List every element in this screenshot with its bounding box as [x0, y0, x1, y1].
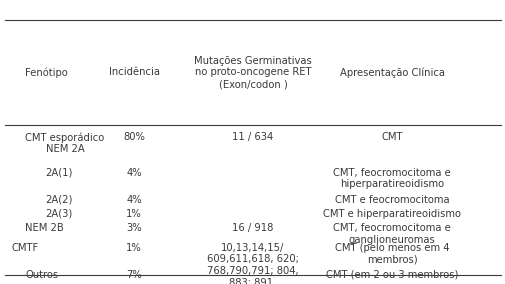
Text: Apresentação Clínica: Apresentação Clínica — [339, 67, 444, 78]
Text: CMT, feocromocitoma e
ganglioneuromas: CMT, feocromocitoma e ganglioneuromas — [333, 223, 450, 245]
Text: CMTF: CMTF — [12, 243, 39, 253]
Text: 80%: 80% — [123, 132, 145, 142]
Text: CMT e hiperparatireoidismo: CMT e hiperparatireoidismo — [323, 209, 460, 219]
Text: CMT esporádico
NEM 2A: CMT esporádico NEM 2A — [25, 132, 105, 154]
Text: CMT (pelo menos em 4
membros): CMT (pelo menos em 4 membros) — [334, 243, 448, 264]
Text: CMT (em 2 ou 3 membros): CMT (em 2 ou 3 membros) — [325, 270, 458, 280]
Text: CMT, feocromocitoma e
hiperparatireoidismo: CMT, feocromocitoma e hiperparatireoidis… — [333, 168, 450, 189]
Text: Incidência: Incidência — [109, 67, 159, 78]
Text: CMT: CMT — [381, 132, 402, 142]
Text: Mutações Germinativas
no proto-oncogene RET
(Exon/codon ): Mutações Germinativas no proto-oncogene … — [194, 56, 311, 89]
Text: 2A(3): 2A(3) — [45, 209, 73, 219]
Text: CMT e feocromocitoma: CMT e feocromocitoma — [334, 195, 448, 204]
Text: 7%: 7% — [126, 270, 142, 280]
Text: Fenótipo: Fenótipo — [25, 67, 68, 78]
Text: NEM 2B: NEM 2B — [25, 223, 64, 233]
Text: 10,13,14,15/
609,611,618, 620;
768,790,791; 804,
883; 891.: 10,13,14,15/ 609,611,618, 620; 768,790,7… — [207, 243, 298, 284]
Text: 4%: 4% — [126, 168, 141, 178]
Text: 3%: 3% — [126, 223, 141, 233]
Text: 1%: 1% — [126, 209, 142, 219]
Text: 1%: 1% — [126, 243, 142, 253]
Text: 4%: 4% — [126, 195, 141, 204]
Text: 16 / 918: 16 / 918 — [232, 223, 273, 233]
Text: 2A(1): 2A(1) — [45, 168, 73, 178]
Text: 11 / 634: 11 / 634 — [232, 132, 273, 142]
Text: Outros: Outros — [25, 270, 58, 280]
Text: 2A(2): 2A(2) — [45, 195, 73, 204]
